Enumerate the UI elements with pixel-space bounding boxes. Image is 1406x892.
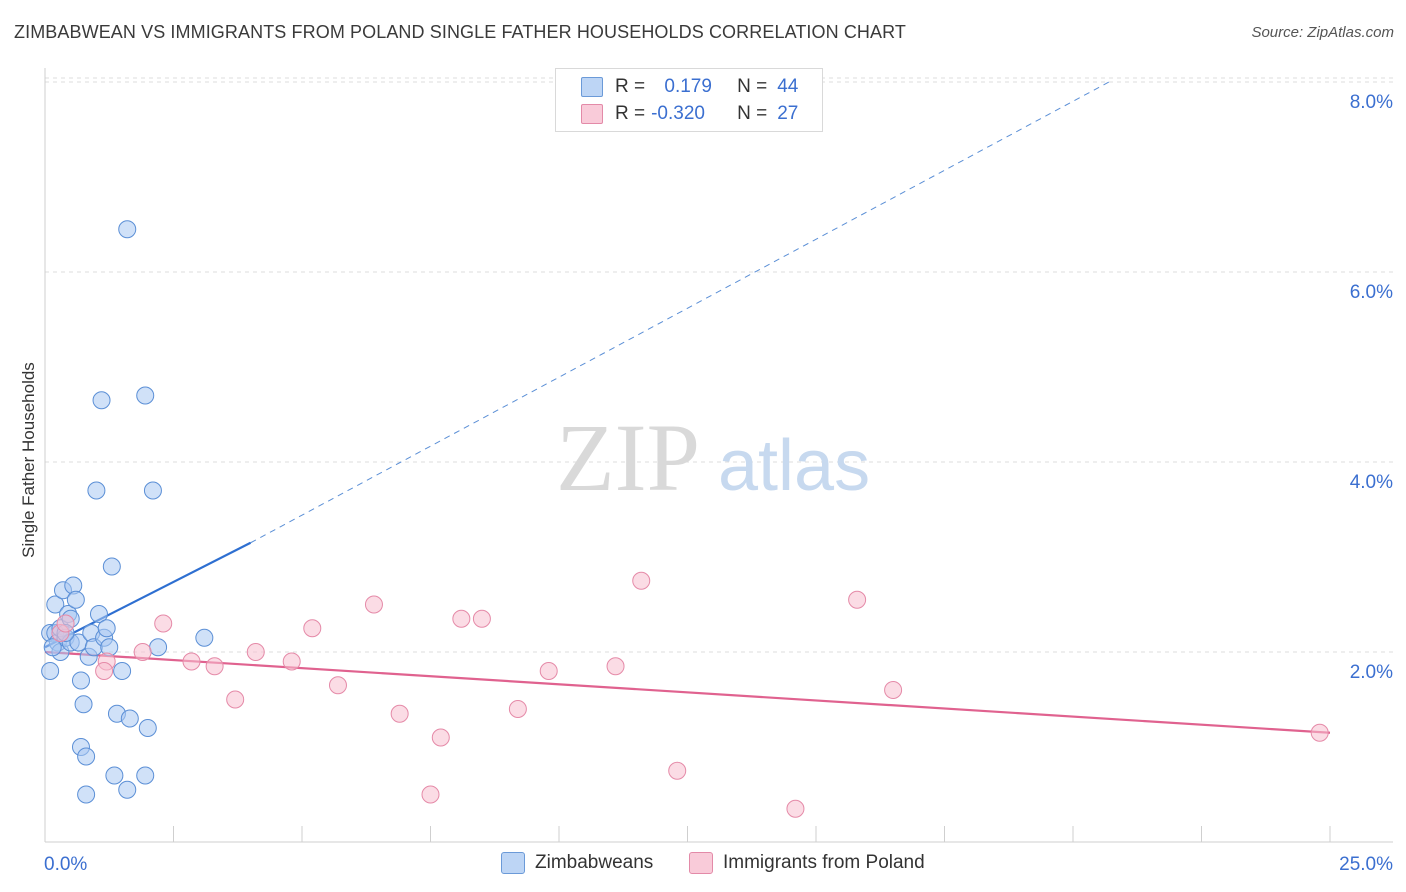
swatch-zimbabweans	[501, 852, 525, 874]
point-zimbabweans	[74, 695, 93, 714]
y-tick-label: 8.0%	[1350, 92, 1393, 113]
point-zimbabweans	[71, 671, 90, 690]
trend-line-zimbabweans	[44, 541, 252, 649]
y-axis-label: Single Father Households	[19, 362, 38, 558]
point-zimbabweans	[97, 619, 116, 638]
legend-item-poland[interactable]: Immigrants from Poland	[689, 852, 925, 874]
point-poland	[606, 657, 625, 676]
point-zimbabweans	[118, 220, 137, 239]
point-poland	[282, 652, 301, 671]
point-poland	[328, 676, 347, 695]
point-poland	[133, 643, 152, 661]
point-zimbabweans	[87, 481, 106, 500]
trend-lines	[44, 81, 1331, 734]
point-poland	[182, 652, 201, 671]
legend-n-label: N =	[737, 103, 768, 124]
point-zimbabweans	[136, 386, 155, 405]
point-zimbabweans	[143, 481, 162, 500]
data-points	[41, 220, 1329, 818]
point-poland	[56, 614, 75, 633]
point-poland	[364, 595, 383, 614]
trend-line-zimbabweans-dashed	[250, 81, 1110, 544]
y-tick-label: 6.0%	[1350, 282, 1393, 303]
legend-r-value: -0.320	[651, 103, 705, 124]
point-poland	[508, 700, 527, 718]
point-zimbabweans	[113, 662, 132, 680]
x-tick-label-left: 0.0%	[44, 854, 87, 875]
point-zimbabweans	[66, 590, 85, 609]
point-zimbabweans	[138, 719, 157, 737]
point-poland	[668, 761, 687, 780]
point-zimbabweans	[149, 638, 168, 657]
legend-n-label: N =	[737, 76, 768, 97]
legend-r-label: R =	[615, 103, 646, 124]
point-zimbabweans	[77, 785, 96, 804]
point-zimbabweans	[46, 595, 65, 614]
watermark-zip: ZIP	[556, 404, 700, 511]
point-zimbabweans	[89, 605, 108, 623]
point-poland	[786, 799, 805, 818]
point-zimbabweans	[43, 638, 62, 657]
point-zimbabweans	[92, 391, 111, 410]
point-poland	[472, 609, 491, 628]
point-poland	[154, 614, 173, 633]
legend-n-value: 44	[777, 76, 799, 97]
point-poland	[539, 662, 558, 680]
legend-n-value: 27	[777, 103, 799, 124]
point-zimbabweans	[102, 557, 121, 576]
point-zimbabweans	[118, 780, 137, 799]
point-poland	[205, 657, 224, 676]
point-poland	[632, 571, 651, 590]
legend-label-poland: Immigrants from Poland	[723, 852, 925, 873]
point-zimbabweans	[77, 747, 96, 766]
legend-r-label: R =	[615, 76, 646, 97]
point-zimbabweans	[41, 662, 60, 680]
watermark: ZIP atlas	[556, 404, 870, 511]
swatch-poland	[689, 852, 713, 874]
point-poland	[848, 590, 867, 609]
point-poland	[421, 785, 440, 804]
point-zimbabweans	[136, 766, 155, 785]
series-legend: Zimbabweans Immigrants from Poland	[0, 852, 1406, 878]
point-zimbabweans	[120, 709, 139, 728]
point-poland	[246, 643, 265, 661]
point-poland	[303, 619, 322, 638]
y-tick-label: 2.0%	[1350, 662, 1393, 683]
point-zimbabweans	[195, 628, 214, 647]
point-poland	[452, 609, 471, 628]
gridlines	[45, 77, 1393, 653]
source-label: Source: ZipAtlas.com	[1251, 24, 1394, 41]
legend-swatch-pink	[581, 104, 603, 124]
point-poland	[226, 690, 245, 709]
legend-item-zimbabweans[interactable]: Zimbabweans	[501, 852, 653, 874]
point-poland	[95, 662, 114, 680]
legend-swatch-blue	[581, 77, 603, 97]
point-poland	[1310, 723, 1329, 742]
point-poland	[884, 681, 903, 699]
legend-label-zimbabweans: Zimbabweans	[535, 852, 654, 873]
watermark-atlas: atlas	[718, 426, 870, 506]
y-tick-label: 4.0%	[1350, 472, 1393, 493]
legend-row-zimbabweans: R = 0.179 N = 44	[556, 74, 798, 100]
chart-title: ZIMBABWEAN VS IMMIGRANTS FROM POLAND SIN…	[14, 22, 907, 42]
correlation-legend: R = 0.179 N = 44 R = -0.320 N = 27	[555, 68, 823, 132]
axes	[44, 68, 1393, 843]
point-zimbabweans	[105, 766, 124, 785]
point-poland	[431, 728, 450, 747]
tick-labels: 2.0% 4.0% 6.0% 8.0% 0.0% 25.0%	[44, 92, 1393, 875]
legend-row-poland: R = -0.320 N = 27	[556, 101, 798, 127]
point-poland	[390, 704, 409, 723]
x-tick-label-right: 25.0%	[1339, 854, 1393, 875]
trend-line-poland	[44, 650, 1331, 734]
legend-r-value: 0.179	[659, 76, 712, 97]
